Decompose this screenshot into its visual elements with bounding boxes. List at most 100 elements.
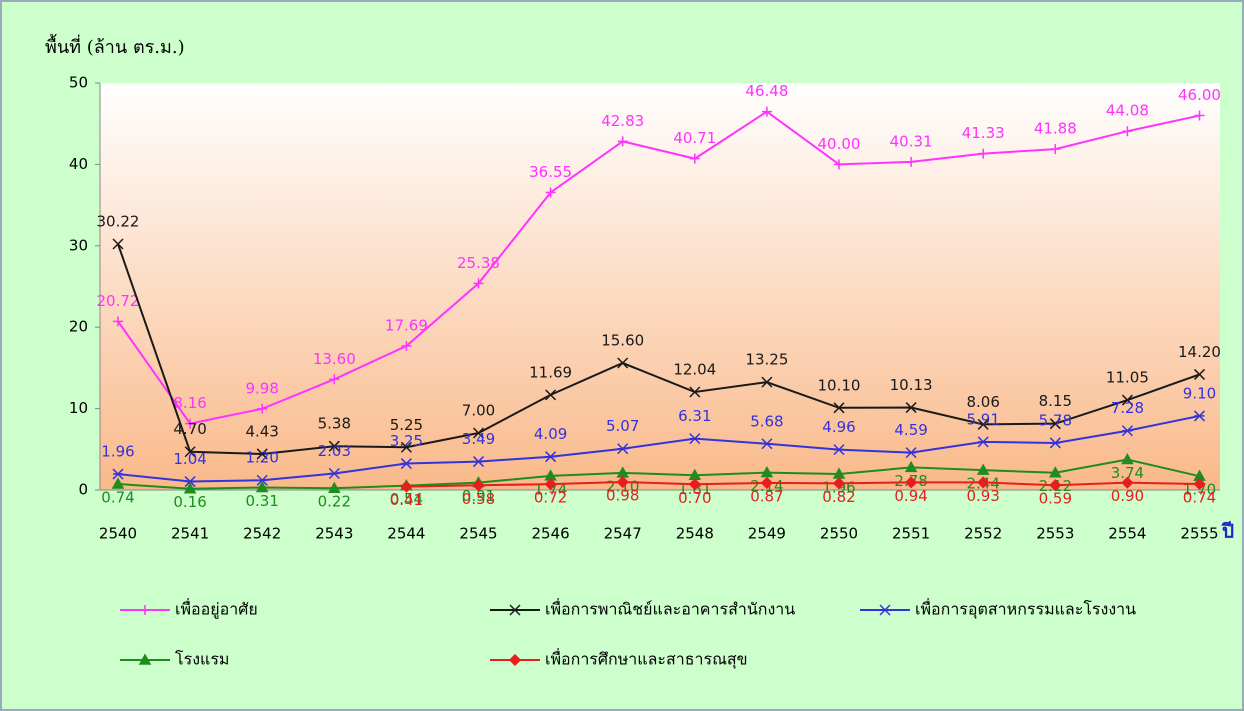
y-tick-label: 0	[78, 481, 88, 499]
data-label: 2.03	[318, 442, 351, 460]
marker	[545, 187, 556, 198]
series-line	[117, 243, 1200, 455]
x-tick-label: 2555	[1180, 525, 1218, 543]
series-line	[117, 414, 1200, 483]
marker	[689, 153, 700, 164]
marker	[185, 418, 196, 429]
x-tick-label: 2545	[459, 525, 497, 543]
series-line	[406, 481, 1200, 488]
x-tick-label: 2544	[387, 525, 425, 543]
legend-label: โรงแรม	[175, 650, 229, 669]
marker	[689, 433, 701, 445]
data-label: 0.94	[894, 487, 927, 505]
marker	[1121, 453, 1134, 465]
data-label: 5.78	[1039, 411, 1072, 429]
data-label: 11.69	[529, 363, 572, 381]
data-label: 44.08	[1106, 102, 1149, 120]
marker	[760, 466, 774, 478]
marker	[112, 238, 124, 250]
marker	[1121, 476, 1134, 489]
data-label: 5.38	[318, 415, 351, 433]
marker	[977, 436, 989, 448]
marker	[400, 441, 412, 453]
data-label: 41.33	[962, 124, 1005, 142]
marker	[112, 468, 124, 480]
marker	[1122, 126, 1133, 137]
x-tick-label: 2543	[315, 525, 353, 543]
data-label: 0.91	[462, 487, 495, 505]
marker	[255, 480, 269, 493]
y-tick-label: 20	[69, 318, 88, 336]
marker	[1049, 418, 1061, 430]
marker	[761, 438, 773, 450]
y-tick-label: 10	[69, 399, 88, 417]
marker	[833, 444, 845, 456]
data-label: 30.22	[97, 213, 140, 231]
marker	[1121, 394, 1133, 406]
marker	[833, 402, 845, 414]
data-label: 15.60	[601, 332, 644, 350]
marker	[904, 460, 918, 473]
marker	[400, 458, 412, 470]
marker	[1193, 477, 1206, 491]
marker	[472, 456, 485, 468]
marker	[472, 427, 485, 439]
data-label: 5.25	[390, 416, 423, 434]
legend-label: เพื่อการพาณิชย์และอาคารสำนักงาน	[545, 598, 795, 619]
marker	[978, 148, 989, 159]
marker	[184, 476, 196, 488]
legend-marker	[509, 604, 521, 616]
marker	[905, 447, 917, 459]
data-label: 14.20	[1178, 343, 1221, 361]
data-label: 6.31	[678, 407, 711, 425]
marker	[257, 403, 268, 414]
data-label: 36.55	[529, 163, 572, 181]
marker	[906, 156, 917, 167]
legend-marker	[140, 605, 150, 615]
x-tick-label: 2547	[604, 525, 642, 543]
marker	[1121, 425, 1133, 437]
x-tick-label: 2548	[676, 525, 714, 543]
data-label: 13.25	[745, 351, 788, 369]
data-label: 4.59	[894, 421, 927, 439]
data-label: 5.07	[606, 417, 639, 435]
marker	[905, 402, 917, 414]
data-label: 3.74	[1111, 464, 1144, 482]
marker	[256, 474, 268, 486]
x-tick-label: 2553	[1036, 525, 1074, 543]
x-tick-label: 2554	[1108, 525, 1146, 543]
y-axis-label: พื้นที่ (ล้าน ตร.ม.)	[45, 34, 185, 58]
data-label: 5.68	[750, 412, 783, 430]
legend-marker	[879, 604, 891, 616]
data-label: 41.88	[1034, 120, 1077, 138]
marker	[1193, 410, 1206, 422]
y-tick-label: 30	[69, 236, 88, 254]
data-label: 0.59	[1039, 490, 1072, 508]
data-label: 0.74	[1183, 488, 1216, 506]
legend-marker	[508, 653, 522, 667]
data-label: 1.96	[101, 443, 134, 461]
x-tick-label: 2542	[243, 525, 281, 543]
marker	[545, 389, 557, 401]
data-label: 42.83	[601, 112, 644, 130]
data-label: 0.74	[101, 488, 134, 506]
marker	[1049, 479, 1062, 492]
x-tick-label: 2552	[964, 525, 1002, 543]
data-label: 4.70	[173, 420, 206, 438]
data-label: 3.49	[462, 430, 495, 448]
data-label: 7.28	[1111, 399, 1144, 417]
x-axis-label: ปี	[1221, 521, 1234, 543]
data-label: 0.72	[534, 489, 567, 507]
data-label: 40.00	[818, 135, 861, 153]
legend-label: เพื่อการศึกษาและสาธารณสุข	[545, 648, 748, 670]
marker	[617, 357, 629, 369]
legend-label: เพื่ออยู่อาศัย	[175, 598, 258, 620]
data-label: 1.04	[173, 450, 206, 468]
marker	[184, 446, 196, 458]
x-tick-label: 2551	[892, 525, 930, 543]
marker	[472, 479, 485, 492]
data-label: 0.31	[245, 492, 278, 510]
marker	[760, 476, 773, 489]
legend-label: เพื่อการอุตสาหกรรมและโรงงาน	[915, 598, 1136, 620]
